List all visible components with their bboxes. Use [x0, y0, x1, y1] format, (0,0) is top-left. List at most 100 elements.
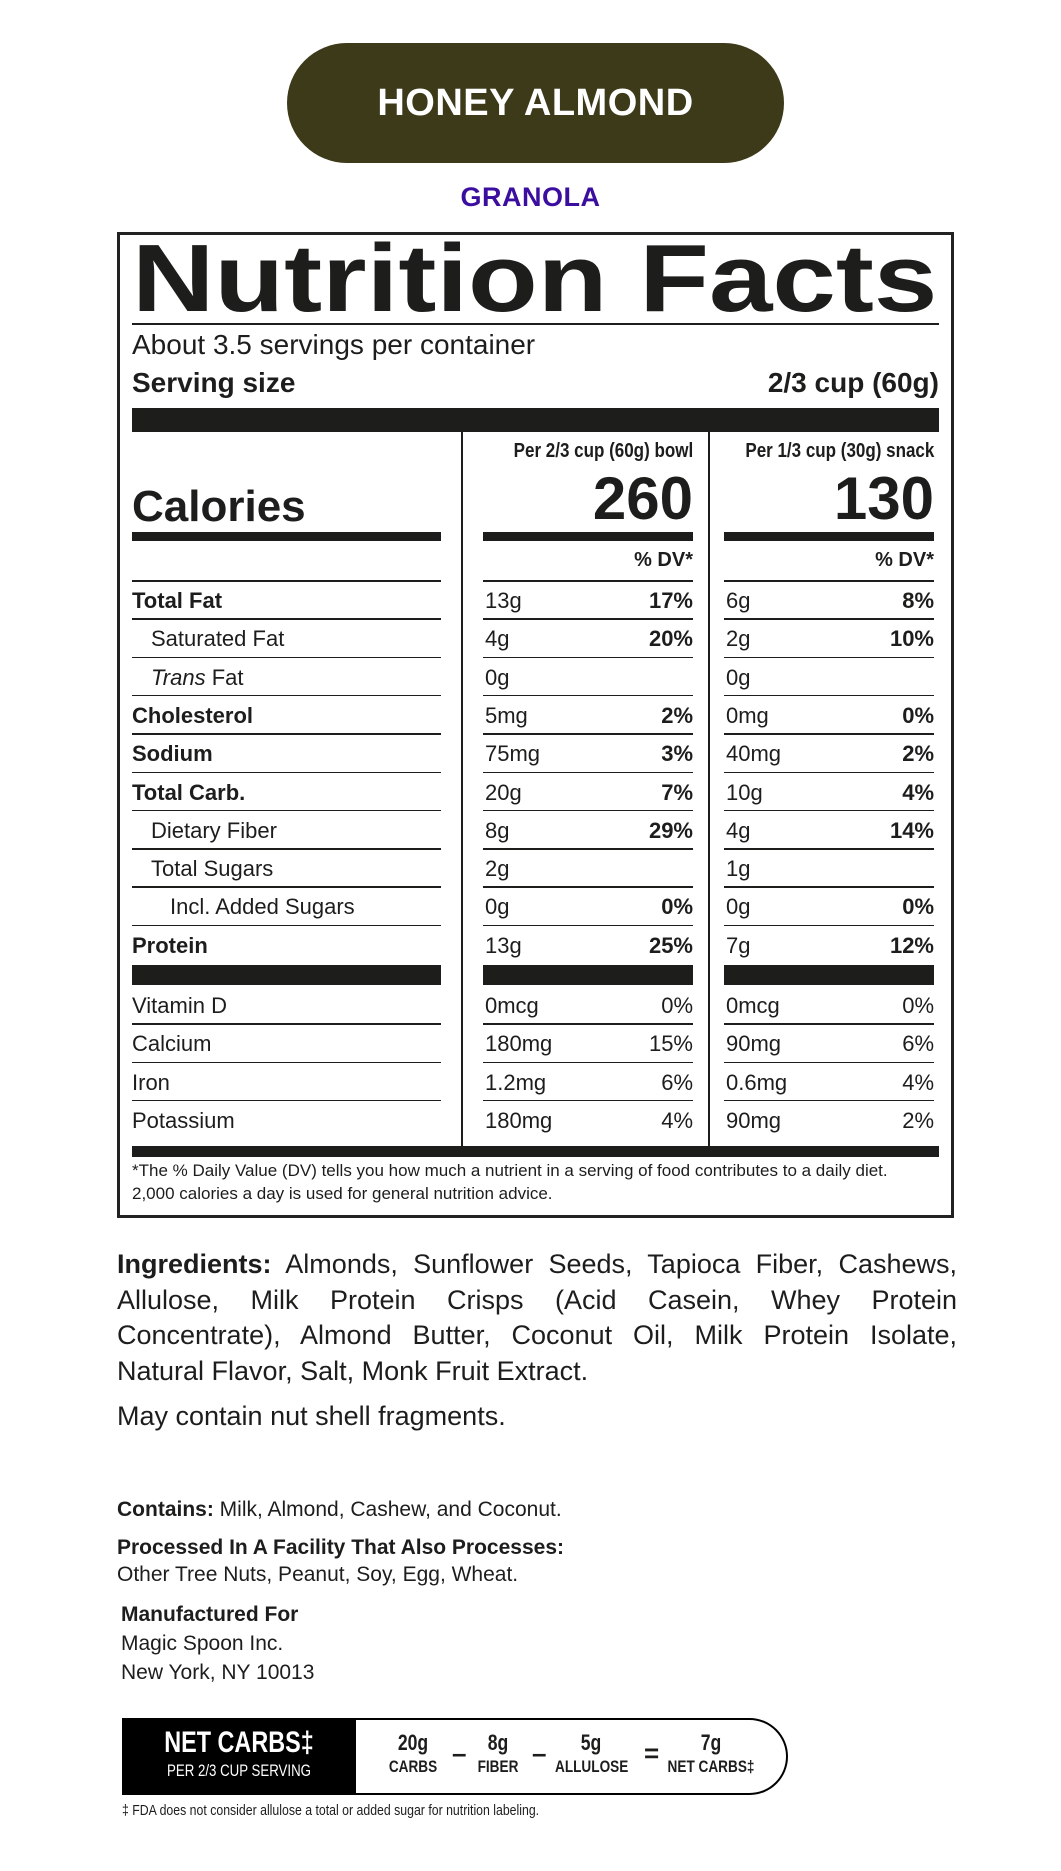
bowl-amount: 2g [485, 856, 510, 882]
manufacturer-address: New York, NY 10013 [121, 1661, 315, 1684]
snack-dv: 6% [902, 1031, 934, 1057]
nutrient-row: Total Carb. 20g 7% 10g 4% [120, 773, 951, 811]
bowl-amount: 13g [485, 588, 522, 613]
row-divider [132, 771, 441, 773]
row-divider [724, 1061, 934, 1064]
snack-amount: 0mcg [726, 993, 780, 1018]
nutrient-row: Dietary Fiber 8g 29% 4g 14% [120, 811, 951, 849]
nutrient-row: Vitamin D 0mcg 0% 0mcg 0% [120, 986, 951, 1024]
row-divider [724, 1023, 934, 1025]
contains-text: Milk, Almond, Cashew, and Coconut. [213, 1498, 562, 1521]
nutrient-row: Cholesterol 5mg 2% 0mg 0% [120, 696, 951, 734]
nutrient-name: Total Carb. [132, 779, 246, 805]
dv-footnote: *The % Daily Value (DV) tells you how mu… [132, 1161, 888, 1203]
bowl-dv: 15% [648, 1031, 693, 1057]
snack-amount: 40mg [726, 741, 782, 767]
row-divider [724, 580, 934, 582]
nutrition-facts-panel: Nutrition Facts About 3.5 servings per c… [117, 231, 954, 1218]
thick-divider [483, 965, 693, 985]
nutrient-name: Potassium [132, 1107, 235, 1133]
row-divider [724, 809, 934, 812]
bowl-amount: 75mg [485, 741, 541, 767]
nutrient-name: Total Fat [132, 588, 223, 613]
row-divider [132, 1099, 441, 1102]
product-name: HONEY ALMOND [377, 81, 694, 124]
nutrient-row: Total Sugars 2g 1g [120, 849, 951, 887]
snack-amount: 4g [726, 817, 751, 843]
manufacturer-label: Manufactured For [121, 1603, 299, 1626]
product-name-badge: HONEY ALMOND [287, 43, 784, 163]
row-divider [132, 618, 441, 620]
snack-column-header: Per 1/3 cup (30g) snack [745, 440, 934, 462]
nutrient-row: Total Fat 13g 17% 6g 8% [120, 581, 951, 619]
product-type: GRANOLA [460, 182, 601, 212]
bowl-dv: 6% [661, 1069, 693, 1095]
row-divider [724, 886, 934, 888]
serving-size-value: 2/3 cup (60g) [767, 367, 939, 398]
nutrient-row: Iron 1.2mg 6% 0.6mg 4% [120, 1063, 951, 1101]
row-divider [483, 694, 693, 697]
facility-label: Processed In A Facility That Also Proces… [117, 1536, 564, 1559]
bowl-dv: 4% [661, 1107, 693, 1133]
snack-amount: 90mg [726, 1107, 782, 1133]
nutrient-name: Saturated Fat [151, 626, 285, 652]
row-divider [132, 848, 441, 850]
snack-amount: 0mg [726, 702, 769, 728]
snack-dv: 0% [902, 702, 934, 728]
nutrient-name: Total Sugars [151, 856, 274, 882]
carbs-value: 20g [397, 1730, 429, 1755]
carbs-label: CARBS [388, 1757, 438, 1776]
bowl-dv: 7% [661, 779, 693, 805]
nutrient-row: Trans Fat 0g 0g [120, 658, 951, 696]
row-divider [483, 618, 693, 620]
row-divider [724, 694, 934, 697]
fiber-value: 8g [487, 1730, 509, 1755]
row-divider [132, 1061, 441, 1064]
bowl-dv: 2% [661, 702, 693, 728]
snack-amount: 1g [726, 856, 751, 882]
nutrient-row: Potassium 180mg 4% 90mg 2% [120, 1101, 951, 1139]
ingredients-text: Almonds, Sunflower Seeds, Tapioca Fiber,… [117, 1249, 957, 1386]
snack-amount: 7g [726, 932, 751, 958]
bowl-amount: 180mg [485, 1031, 553, 1057]
bowl-amount: 8g [485, 817, 510, 843]
snack-dv: 8% [902, 588, 934, 613]
snack-dv: 12% [889, 932, 934, 958]
row-divider [483, 886, 693, 888]
ingredients-label: Ingredients: [117, 1249, 272, 1279]
snack-dv: 4% [902, 779, 934, 805]
snack-amount: 6g [726, 588, 751, 613]
trans-italic: Trans [151, 664, 206, 690]
allulose-footnote: ‡ FDA does not consider allulose a total… [122, 1802, 540, 1819]
row-divider [724, 656, 934, 659]
row-divider [132, 580, 441, 582]
row-divider [724, 618, 934, 620]
column-divider [461, 432, 463, 1146]
row-divider [132, 656, 441, 659]
equals-operator: = [644, 1738, 660, 1768]
net-carbs-panel: NET CARBS‡ PER 2/3 CUP SERVING 20g CARBS … [122, 1718, 792, 1795]
minus-operator: – [532, 1738, 547, 1768]
bowl-amount: 5mg [485, 702, 528, 728]
snack-dv: 2% [902, 741, 934, 767]
bowl-dv: 17% [648, 588, 693, 613]
nutrient-name: Trans Fat [151, 664, 244, 690]
net-carbs-equation: 20g CARBS – 8g FIBER – 5g ALLULOSE = 7g NET … [356, 1718, 788, 1795]
net-carbs-title: NET CARBS‡ [164, 1726, 314, 1759]
allulose-label: ALLULOSE [555, 1757, 629, 1776]
bowl-dv: 20% [648, 626, 693, 652]
carbs-term: 20g CARBS [385, 1730, 441, 1778]
snack-calories: 130 [833, 465, 934, 532]
allulose-term: 5g ALLULOSE [555, 1730, 629, 1778]
row-divider [483, 848, 693, 850]
nutrient-row: Protein 13g 25% 7g 12% [120, 926, 951, 964]
bowl-amount: 0g [485, 894, 510, 920]
bowl-amount: 20g [485, 779, 522, 805]
row-divider [483, 924, 693, 927]
row-divider [483, 1061, 693, 1064]
nutrient-name: Sodium [132, 741, 213, 767]
thick-divider [724, 532, 934, 541]
snack-amount: 0.6mg [726, 1069, 788, 1095]
net-carbs-value: 7g [700, 1730, 722, 1755]
thick-divider [132, 408, 939, 432]
